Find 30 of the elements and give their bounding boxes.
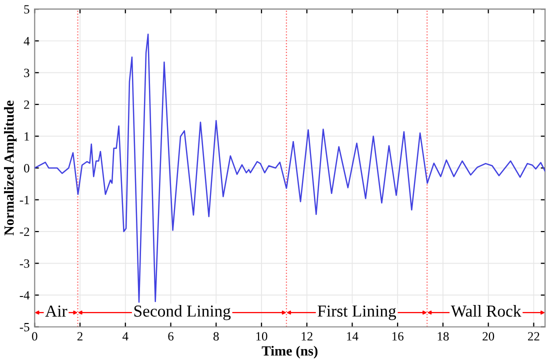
x-tick-label: 0 <box>32 332 38 341</box>
y-tick-label: -5 <box>20 323 30 332</box>
line-series <box>34 34 546 303</box>
x-tick-label: 2 <box>77 332 82 340</box>
x-tick-label: 12 <box>302 332 312 340</box>
y-tick-label: -1 <box>20 196 30 204</box>
annotation: First Lining <box>318 305 396 320</box>
y-tick-label: -3 <box>20 259 30 268</box>
y-axis-title: Normalized Amplitude <box>4 100 17 236</box>
y-tick-label: 1 <box>24 132 30 141</box>
x-axis-title: Time (ns) <box>262 346 318 358</box>
x-tick-label: 16 <box>392 332 404 341</box>
y-tick-label: 2 <box>24 100 30 109</box>
y-tick-label: 3 <box>24 68 30 78</box>
annotation: Wall Rock <box>450 305 522 317</box>
x-tick-label: 20 <box>482 332 494 341</box>
y-tick-label: 5 <box>24 5 30 14</box>
x-tick-label: 14 <box>347 332 358 340</box>
x-tick-label: 18 <box>438 332 449 341</box>
annotation: Air <box>45 306 68 317</box>
annotation: Second Lining <box>134 304 231 320</box>
x-tick-label: 8 <box>213 332 219 341</box>
x-tick-label: 22 <box>528 332 540 340</box>
y-tick-label: -4 <box>20 291 30 300</box>
y-tick-label: -2 <box>20 228 30 236</box>
y-tick-label: 0 <box>24 164 30 172</box>
x-tick-label: 10 <box>256 332 268 341</box>
x-tick-label: 6 <box>168 332 174 341</box>
y-tick-label: 4 <box>24 36 30 46</box>
x-tick-label: 4 <box>122 332 128 340</box>
